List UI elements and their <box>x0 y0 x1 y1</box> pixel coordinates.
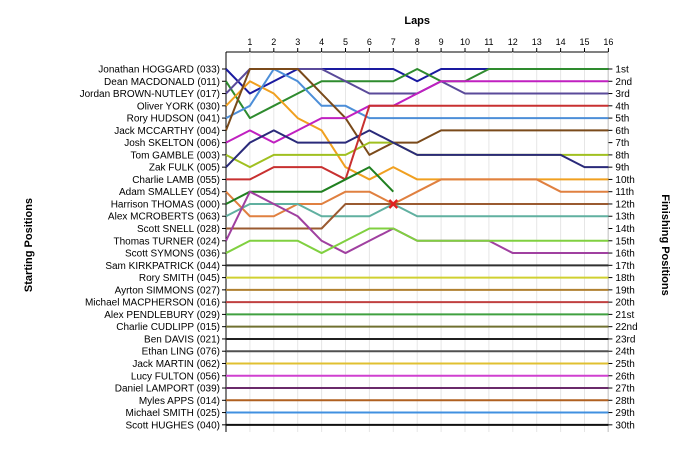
driver-label: Josh SKELTON (006) <box>124 138 220 149</box>
series-line <box>226 104 609 181</box>
series-line <box>225 129 609 169</box>
finishing-position-label: 2nd <box>615 77 632 88</box>
finishing-position-label: 7th <box>615 138 629 149</box>
finishing-position-label: 3rd <box>615 89 629 100</box>
lap-tick-label: 6 <box>367 37 372 47</box>
chart-series <box>225 68 609 426</box>
series-line <box>226 202 609 230</box>
driver-label: Alex MCROBERTS (063) <box>108 212 220 223</box>
driver-label: Zak FULK (005) <box>149 163 220 174</box>
driver-label: Sam KIRKPATRICK (044) <box>105 261 220 272</box>
finishing-position-label: 23rd <box>615 334 635 345</box>
driver-label: Rory HUDSON (041) <box>127 114 220 125</box>
retired-marker <box>388 199 399 209</box>
driver-label: Charlie CUDLIPP (015) <box>116 322 220 333</box>
finishing-position-label: 8th <box>615 150 629 161</box>
lap-tick-label: 1 <box>247 37 252 47</box>
finishing-position-label: 22nd <box>615 322 637 333</box>
series-line <box>225 68 609 156</box>
lap-tick-label: 13 <box>532 37 542 47</box>
driver-label: Charlie LAMB (055) <box>132 175 220 186</box>
retired-marker-stroke <box>388 199 399 209</box>
lap-tick-label: 5 <box>343 37 348 47</box>
driver-label: Scott SNELL (028) <box>137 224 220 235</box>
lap-tick-label: 14 <box>556 37 566 47</box>
driver-label: Michael SMITH (025) <box>126 408 220 419</box>
lap-tick-label: 3 <box>295 37 300 47</box>
driver-label: Tom GAMBLE (003) <box>131 150 220 161</box>
lap-tick-label: 7 <box>391 37 396 47</box>
driver-label: Adam SMALLEY (054) <box>119 187 220 198</box>
finishing-position-label: 18th <box>615 273 634 284</box>
driver-label: Ayrton SIMMONS (027) <box>115 285 220 296</box>
driver-label: Jack MCCARTHY (004) <box>114 126 220 137</box>
driver-label: Daniel LAMPORT (039) <box>115 384 220 395</box>
series-line <box>225 166 395 205</box>
series-line <box>225 80 609 181</box>
driver-label: Jack MARTIN (062) <box>132 359 220 370</box>
series-line <box>225 202 609 218</box>
driver-label: Oliver YORK (030) <box>137 101 220 112</box>
driver-label: Lucy FULTON (056) <box>131 371 220 382</box>
driver-label: Scott SYMONS (036) <box>125 249 220 260</box>
lap-tick-label: 15 <box>579 37 589 47</box>
finishing-position-label: 27th <box>615 384 634 395</box>
driver-label: Scott HUGHES (040) <box>126 420 220 431</box>
driver-label: Michael MACPHERSON (016) <box>85 298 220 309</box>
finishing-position-label: 26th <box>615 371 634 382</box>
lap-tick-label: 12 <box>508 37 518 47</box>
finishing-position-label: 24th <box>615 347 634 358</box>
finishing-position-label: 4th <box>615 101 629 112</box>
finishing-position-label: 19th <box>615 285 634 296</box>
finishing-position-label: 29th <box>615 408 634 419</box>
finishing-position-label: 30th <box>615 420 634 431</box>
finishing-position-label: 1st <box>615 65 629 76</box>
series-line <box>225 80 609 144</box>
finishing-position-label: 10th <box>615 175 634 186</box>
lap-tick-label: 10 <box>460 37 470 47</box>
y-axis-right-label: Finishing Positions <box>659 194 671 295</box>
finishing-position-label: 25th <box>615 359 634 370</box>
finishing-position-label: 6th <box>615 126 629 137</box>
finishing-position-label: 12th <box>615 199 634 210</box>
driver-label: Alex PENDLEBURY (029) <box>104 310 220 321</box>
series-line <box>225 68 609 120</box>
driver-label: Jonathan HOGGARD (033) <box>98 65 220 76</box>
finishing-position-label: 13th <box>615 212 634 223</box>
finishing-position-label: 21st <box>615 310 634 321</box>
driver-label: Myles APPS (014) <box>139 396 220 407</box>
finishing-position-label: 15th <box>615 236 634 247</box>
finishing-position-label: 20th <box>615 298 634 309</box>
chart-title: Laps <box>404 15 430 27</box>
driver-label: Jordan BROWN-NUTLEY (017) <box>80 89 220 100</box>
driver-label: Ethan LING (076) <box>142 347 220 358</box>
lap-tick-label: 4 <box>319 37 324 47</box>
finishing-position-label: 9th <box>615 163 629 174</box>
series-line <box>225 178 609 218</box>
lap-tick-label: 2 <box>271 37 276 47</box>
finishing-position-label: 28th <box>615 396 634 407</box>
finishing-position-label: 16th <box>615 249 634 260</box>
y-axis-left-label: Starting Positions <box>23 198 35 292</box>
finishing-position-label: 14th <box>615 224 634 235</box>
chart-grid <box>222 48 613 432</box>
driver-label: Rory SMITH (045) <box>139 273 220 284</box>
lap-tick-label: 9 <box>439 37 444 47</box>
driver-label: Harrison THOMAS (000) <box>111 199 220 210</box>
series-line <box>225 68 609 120</box>
finishing-position-label: 17th <box>615 261 634 272</box>
driver-label: Thomas TURNER (024) <box>113 236 220 247</box>
series-line <box>225 227 609 255</box>
lap-tick-label: 11 <box>484 37 493 47</box>
driver-label: Dean MACDONALD (011) <box>104 77 220 88</box>
finishing-position-label: 5th <box>615 114 629 125</box>
lap-tick-label: 16 <box>603 37 613 47</box>
finishing-position-label: 11th <box>615 187 634 198</box>
driver-label: Ben DAVIS (021) <box>144 334 220 345</box>
lap-tick-label: 8 <box>415 37 420 47</box>
